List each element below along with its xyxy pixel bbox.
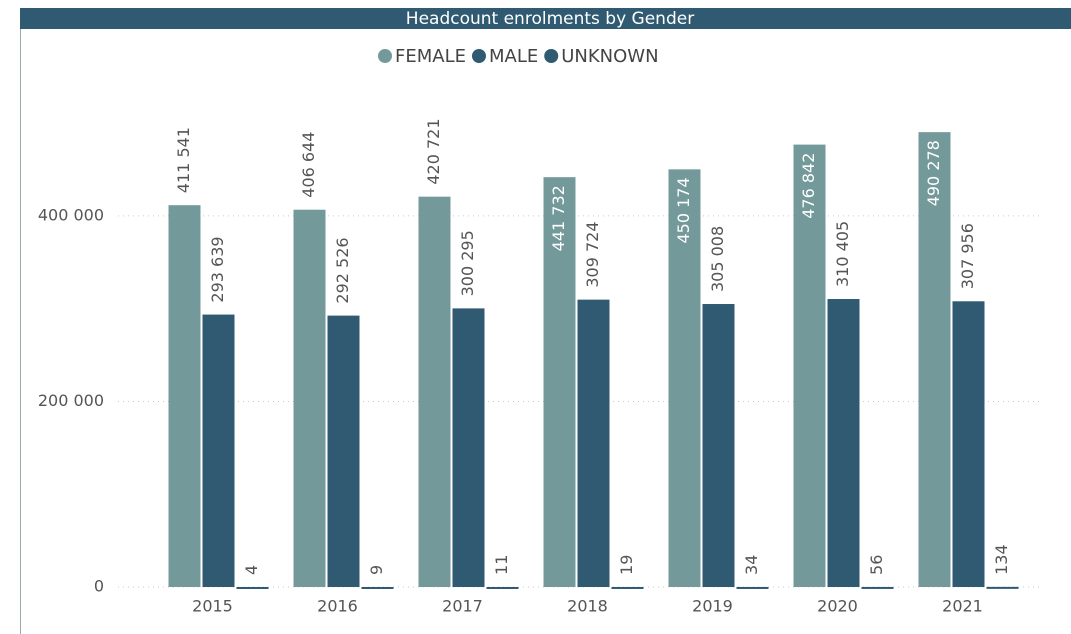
chart-title: Headcount enrolments by Gender [406, 9, 694, 29]
bar [952, 301, 985, 587]
bar [293, 209, 326, 587]
data-label: 450 174 [674, 177, 693, 243]
x-tick-label: 2016 [317, 597, 358, 616]
bar [236, 586, 269, 589]
bar [543, 177, 576, 587]
bar [668, 169, 701, 587]
x-tick-label: 2019 [692, 597, 733, 616]
legend: FEMALE MALE UNKNOWN [378, 46, 659, 67]
legend-marker [378, 49, 392, 63]
bar [327, 315, 360, 587]
bar [418, 196, 451, 587]
bar [486, 586, 519, 589]
bar [918, 132, 951, 587]
x-tick-label: 2015 [192, 597, 233, 616]
bar [452, 308, 485, 587]
y-tick-label: 0 [94, 577, 104, 596]
x-tick-label: 2017 [442, 597, 483, 616]
legend-label: MALE [489, 46, 538, 67]
bar [793, 144, 826, 587]
data-label: 11 [492, 555, 511, 575]
data-label: 34 [742, 555, 761, 575]
y-tick-label: 400 000 [38, 205, 104, 224]
legend-label: FEMALE [395, 46, 466, 67]
title-bar [20, 8, 1071, 29]
bar [736, 586, 769, 589]
bar [702, 304, 735, 587]
data-label: 441 732 [549, 185, 568, 251]
data-label: 300 295 [458, 230, 477, 296]
bar [827, 299, 860, 587]
data-label: 134 [992, 544, 1011, 575]
data-label: 292 526 [333, 237, 352, 303]
bar [577, 299, 610, 587]
data-label: 476 842 [799, 153, 818, 219]
data-label: 293 639 [208, 236, 227, 302]
y-tick-label: 200 000 [38, 391, 104, 410]
data-label: 4 [242, 565, 261, 575]
bar [861, 586, 894, 589]
data-label: 420 721 [424, 118, 443, 184]
bar [168, 205, 201, 588]
x-tick-label: 2021 [942, 597, 983, 616]
data-label: 56 [867, 555, 886, 575]
data-label: 406 644 [299, 132, 318, 198]
legend-marker [471, 49, 486, 63]
legend-marker [544, 49, 559, 63]
bar [202, 314, 235, 587]
data-label: 490 278 [924, 140, 943, 206]
data-label: 309 724 [583, 221, 602, 287]
data-label: 19 [617, 555, 636, 575]
x-tick-label: 2018 [567, 597, 608, 616]
bar [361, 586, 394, 589]
bar [611, 586, 644, 589]
bar [986, 586, 1019, 589]
data-label: 307 956 [958, 223, 977, 289]
legend-label: UNKNOWN [561, 46, 658, 67]
data-label: 411 541 [174, 127, 193, 193]
data-label: 310 405 [833, 221, 852, 287]
data-label: 305 008 [708, 226, 727, 292]
x-tick-label: 2020 [817, 597, 858, 616]
data-label: 9 [367, 565, 386, 575]
